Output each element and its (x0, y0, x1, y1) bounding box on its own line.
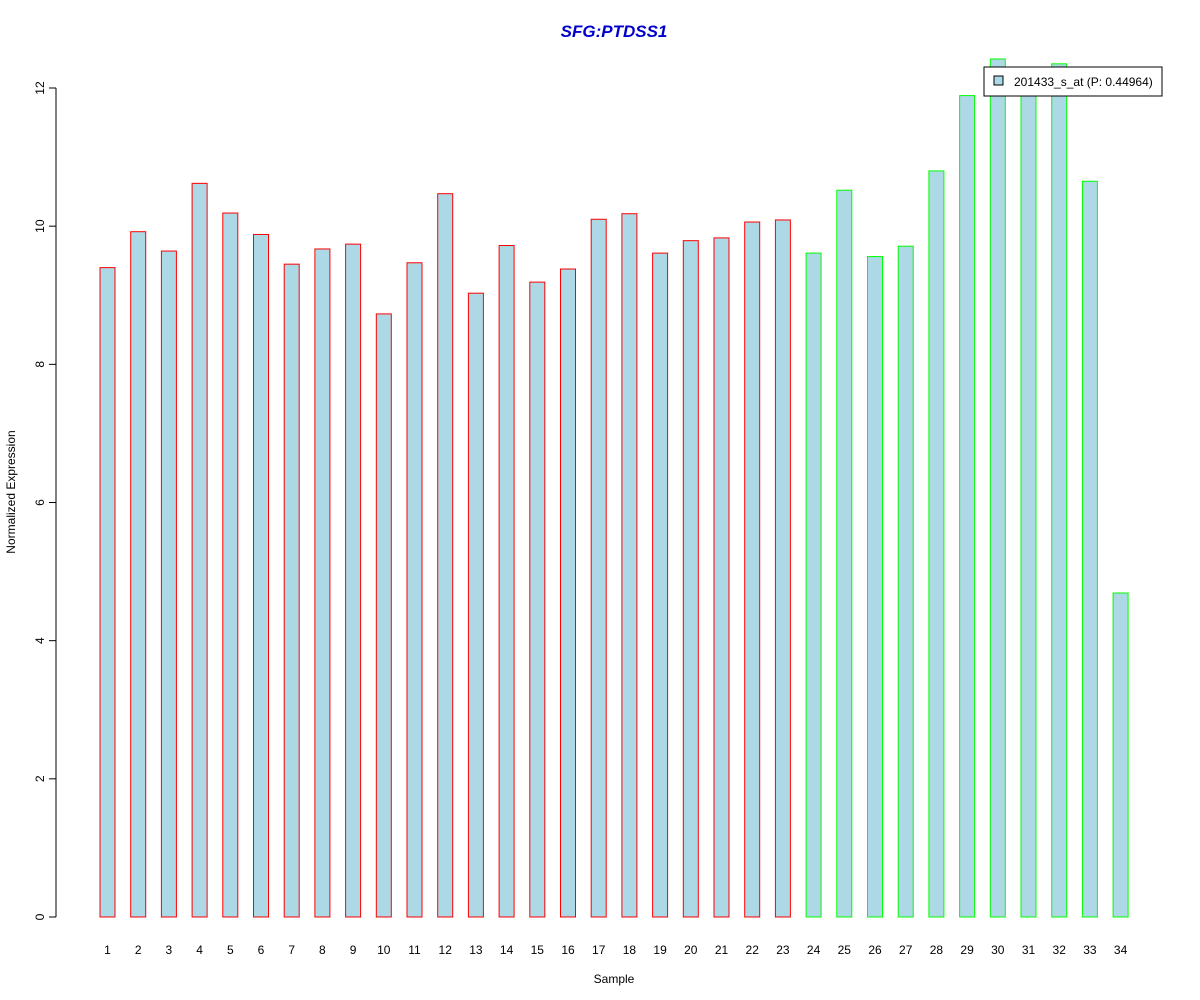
x-tick-label: 24 (807, 943, 821, 957)
y-tick-label: 4 (33, 637, 47, 644)
chart-title: SFG:PTDSS1 (561, 22, 668, 41)
bar-sample-10 (375, 313, 392, 918)
x-tick-label: 30 (991, 943, 1005, 957)
y-tick-label: 6 (33, 499, 47, 506)
y-tick-label: 12 (33, 81, 47, 95)
bar-sample-26 (867, 256, 883, 918)
bar-sample-25 (836, 189, 853, 918)
bar-sample-4 (191, 182, 208, 918)
bar-sample-3 (160, 250, 177, 918)
legend-label: 201433_s_at (P: 0.44964) (1014, 75, 1153, 89)
bar-sample-23 (774, 219, 791, 918)
bar-sample-5 (222, 212, 239, 918)
x-tick-label: 6 (258, 943, 265, 957)
bar-sample-31 (1020, 70, 1037, 918)
bars-group (99, 58, 1129, 918)
bar-sample-14 (498, 245, 515, 918)
x-tick-label: 25 (838, 943, 852, 957)
y-tick-label: 8 (33, 361, 47, 368)
x-tick-label: 4 (196, 943, 203, 957)
bar-sample-12 (437, 193, 454, 918)
bar-sample-19 (652, 252, 669, 918)
x-tick-label: 27 (899, 943, 913, 957)
bar-sample-2 (130, 231, 147, 918)
legend-swatch (993, 75, 1004, 86)
x-tick-label: 8 (319, 943, 326, 957)
bar-sample-17 (590, 218, 607, 918)
x-tick-label: 10 (377, 943, 391, 957)
y-tick-label: 0 (33, 913, 47, 920)
bar-sample-7 (283, 263, 300, 918)
bar-sample-33 (1081, 180, 1098, 918)
x-tick-label: 20 (684, 943, 698, 957)
x-tick-label: 32 (1053, 943, 1067, 957)
x-tick-label: 23 (776, 943, 790, 957)
x-tick-label: 14 (500, 943, 514, 957)
y-tick-label: 2 (33, 775, 47, 782)
x-tick-label: 13 (469, 943, 483, 957)
x-tick-label: 3 (166, 943, 173, 957)
x-tick-label: 5 (227, 943, 234, 957)
bar-sample-16 (560, 268, 576, 918)
bar-sample-34 (1112, 592, 1129, 918)
x-tick-label: 17 (592, 943, 606, 957)
x-tick-label: 29 (960, 943, 974, 957)
x-tick-label: 1 (104, 943, 111, 957)
x-tick-label: 2 (135, 943, 142, 957)
bar-sample-28 (928, 170, 945, 918)
y-axis-label: Normalized Expression (4, 430, 18, 553)
bar-sample-6 (253, 233, 269, 918)
x-tick-label: 22 (746, 943, 760, 957)
bar-sample-30 (989, 58, 1006, 918)
x-tick-label: 12 (439, 943, 453, 957)
x-tick-label: 21 (715, 943, 729, 957)
y-tick-label: 10 (33, 219, 47, 233)
bar-sample-18 (621, 213, 638, 918)
bar-sample-32 (1051, 63, 1068, 918)
x-tick-label: 7 (288, 943, 295, 957)
bar-sample-29 (959, 95, 976, 918)
x-tick-label: 31 (1022, 943, 1036, 957)
x-tick-label: 34 (1114, 943, 1128, 957)
legend: 201433_s_at (P: 0.44964) (983, 66, 1163, 97)
x-axis-label: Sample (594, 972, 635, 986)
bar-sample-22 (744, 221, 761, 918)
x-tick-label: 26 (868, 943, 882, 957)
x-tick-label: 28 (930, 943, 944, 957)
bar-sample-9 (345, 243, 362, 918)
x-tick-label: 9 (350, 943, 357, 957)
bar-sample-21 (713, 237, 730, 918)
bar-sample-15 (529, 281, 546, 918)
x-tick-label: 16 (561, 943, 575, 957)
x-tick-labels: 1 2 3 4 5 6 7 8 9 10 11 12 13 14 15 16 17 18 19 20 21 22 23 24 2… (104, 943, 1127, 957)
bar-sample-8 (314, 248, 331, 918)
bar-sample-27 (897, 245, 914, 918)
x-tick-label: 19 (653, 943, 667, 957)
bar-sample-1 (99, 267, 116, 918)
x-tick-label: 15 (531, 943, 545, 957)
bar-sample-20 (682, 240, 699, 918)
bar-sample-13 (467, 292, 484, 918)
x-tick-label: 11 (408, 943, 421, 957)
legend-box (983, 66, 1163, 97)
y-axis: 0 2 4 6 8 10 12 (33, 81, 57, 920)
x-tick-label: 18 (623, 943, 637, 957)
bar-sample-11 (406, 262, 423, 918)
bar-sample-24 (805, 252, 822, 918)
x-tick-label: 33 (1083, 943, 1097, 957)
